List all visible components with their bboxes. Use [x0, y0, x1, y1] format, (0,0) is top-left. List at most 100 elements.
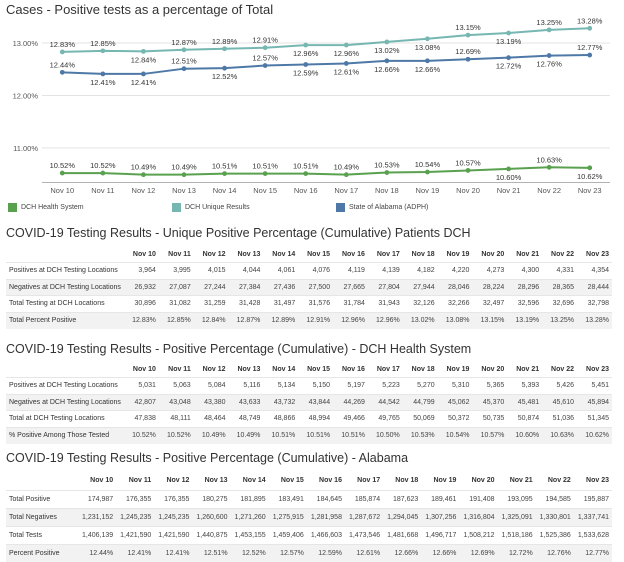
table-cell: 45,610: [542, 393, 577, 411]
table-cell: 28,046: [437, 278, 473, 296]
column-header: Nov 14: [242, 477, 266, 485]
table-cell: 176,355: [116, 489, 155, 508]
table-cell: 12.83%: [124, 311, 159, 329]
table-cell: 27,384: [228, 278, 264, 296]
column-header: Nov 20: [481, 365, 505, 373]
table-cell: 10.50%: [367, 426, 403, 444]
table-title: COVID-19 Testing Results - Unique Positi…: [6, 226, 471, 240]
table-cell: 4,061: [263, 262, 299, 279]
table-cell: 12.66%: [383, 543, 422, 562]
column-header: Nov 12: [202, 365, 226, 373]
table-corner: [6, 361, 124, 378]
row-label: Total Positive: [6, 489, 78, 508]
legend-item-state-of-alabama-adph: State of Alabama (ADPH): [336, 203, 428, 212]
table-cell: 1,518,186: [497, 525, 536, 544]
data-point: [303, 42, 309, 48]
table-cell: 50,069: [402, 410, 438, 427]
table-cell: 1,533,628: [573, 525, 612, 544]
row-label: % Positive Among Those Tested: [6, 426, 125, 444]
column-header: Nov 23: [586, 250, 609, 258]
column-header: Nov 16: [341, 365, 365, 373]
table-cell: 12.84%: [193, 311, 229, 329]
column-header: Nov 14: [272, 250, 296, 258]
data-label: 13.15%: [455, 23, 481, 32]
data-label: 13.25%: [536, 18, 562, 27]
column-header: Nov 19: [433, 477, 457, 485]
table-cell: 1,473,546: [344, 525, 384, 544]
data-point: [59, 69, 65, 75]
table-cell: 1,459,406: [268, 525, 307, 544]
data-point: [222, 65, 227, 71]
table-cell: 5,365: [472, 377, 508, 394]
table-row: Percent Positive 12.44% 12.41% 12.41% 12.51%…: [6, 543, 612, 562]
column-header: Nov 16: [319, 477, 342, 485]
table-cell: 44,269: [333, 393, 368, 411]
table-cell: 10.49%: [228, 426, 264, 444]
table-cell: 4,015: [193, 262, 229, 279]
data-label: 12.57%: [252, 54, 278, 63]
x-tick-label: Nov 16: [294, 186, 318, 195]
data-point: [303, 62, 309, 67]
table-cell: 5,063: [158, 377, 194, 394]
x-tick-label: Nov 20: [456, 186, 480, 195]
table-cell: 12.87%: [228, 311, 264, 329]
series-line-state-of-alabama-adph: [62, 54, 590, 75]
table-cell: 10.57%: [472, 426, 508, 444]
column-header: Nov 23: [586, 477, 609, 485]
table-row: Negatives at DCH Testing Locations 26,932…: [6, 278, 612, 296]
data-label: 10.54%: [415, 160, 441, 169]
table-cell: 176,355: [154, 489, 193, 508]
data-point: [425, 169, 430, 175]
column-header: Nov 18: [411, 365, 435, 373]
data-label: 12.85%: [90, 39, 116, 48]
data-table: Nov 10 Nov 11 Nov 12 Nov 13 Nov 14 Nov 15 Nov …: [6, 472, 612, 562]
data-label: 10.62%: [577, 172, 603, 181]
row-label: Total at DCH Testing Locations: [6, 410, 125, 427]
table-cell: 28,365: [542, 278, 577, 296]
table-cell: 12.91%: [298, 311, 334, 329]
legend-label: State of Alabama (ADPH): [349, 204, 429, 211]
data-point: [587, 165, 593, 171]
data-point: [546, 164, 552, 170]
series-line-dch-unique-results: [62, 27, 590, 53]
legend-swatch: [172, 203, 181, 212]
data-label: 13.28%: [577, 18, 603, 25]
table-cell: 31,497: [263, 295, 299, 312]
data-point: [384, 170, 390, 175]
data-point: [425, 36, 430, 42]
data-label: 10.51%: [252, 162, 278, 171]
table-cell: 193,095: [497, 489, 536, 508]
data-label: 10.51%: [212, 162, 238, 171]
data-label: 13.08%: [415, 43, 441, 52]
data-point: [59, 170, 65, 176]
table-cell: 45,062: [437, 393, 473, 411]
table-cell: 26,932: [124, 278, 159, 296]
data-label: 10.52%: [50, 161, 76, 170]
data-label: 12.52%: [212, 72, 238, 81]
x-tick-label: Nov 12: [132, 186, 156, 195]
x-tick-label: Nov 23: [578, 186, 602, 195]
row-label: Total Testing at DCH Locations: [6, 295, 125, 312]
data-label: 13.19%: [496, 37, 522, 46]
data-point: [100, 170, 106, 176]
table-cell: 28,444: [577, 278, 612, 296]
column-header: Nov 10: [132, 365, 156, 373]
table-cell: 3,964: [124, 262, 159, 279]
table-cell: 10.62%: [577, 426, 612, 444]
legend-swatch: [8, 203, 17, 212]
column-header: Nov 22: [551, 250, 574, 258]
table-cell: 1,245,235: [116, 507, 155, 526]
table-cell: 10.49%: [193, 426, 229, 444]
data-label: 10.60%: [496, 173, 522, 182]
table-cell: 10.53%: [402, 426, 438, 444]
row-label: Positives at DCH Testing Locations: [6, 262, 125, 279]
column-header: Nov 16: [341, 250, 365, 258]
table-cell: 43,844: [298, 393, 334, 411]
column-header: Nov 15: [280, 477, 304, 485]
data-label: 13.02%: [374, 46, 400, 55]
table-cell: 12.69%: [459, 543, 498, 562]
table-cell: 10.52%: [124, 426, 159, 444]
table-cell: 5,270: [402, 377, 438, 394]
table-cell: 48,994: [298, 410, 334, 427]
table-cell: 5,451: [577, 377, 612, 394]
